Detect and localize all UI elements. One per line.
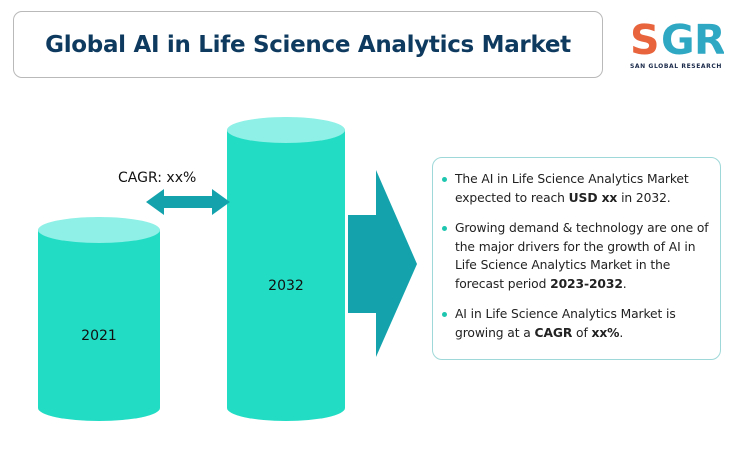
info-text: Growing demand & technology are one of t… <box>455 221 709 291</box>
info-text: The AI in Life Science Analytics Market … <box>455 172 689 205</box>
info-highlight: xx% <box>591 325 620 340</box>
bar-label-2021: 2021 <box>81 328 117 344</box>
info-text: of <box>572 325 592 340</box>
logo-letter-s: S <box>630 16 660 60</box>
info-box: The AI in Life Science Analytics Market … <box>432 157 721 360</box>
info-highlight: USD xx <box>568 190 618 205</box>
bar-2032-top <box>227 117 345 143</box>
logo-letter-r: R <box>694 16 724 60</box>
info-text: . <box>622 276 627 291</box>
bar-2021-top <box>38 217 160 243</box>
bar-2021: 2021 <box>38 217 160 421</box>
info-text: . <box>619 325 624 340</box>
info-point-2: Growing demand & technology are one of t… <box>442 219 710 293</box>
sgr-logo: S G R SAN GLOBAL RESEARCH <box>628 16 724 80</box>
cagr-double-arrow <box>146 189 230 215</box>
bar-2021-base <box>38 395 160 421</box>
info-point-1: The AI in Life Science Analytics Market … <box>442 170 710 207</box>
logo-tagline: SAN GLOBAL RESEARCH <box>629 63 723 70</box>
cagr-label: CAGR: xx% <box>118 170 196 186</box>
info-text: in 2032. <box>617 190 671 205</box>
bar-2032: 2032 <box>227 117 345 421</box>
info-highlight: 2023-2032 <box>550 276 623 291</box>
logo-mark: S G R <box>630 16 724 60</box>
logo-letter-g: G <box>661 16 695 60</box>
page-title: Global AI in Life Science Analytics Mark… <box>45 31 571 58</box>
bar-2032-body <box>227 130 345 408</box>
bar-label-2032: 2032 <box>268 278 304 294</box>
title-box: Global AI in Life Science Analytics Mark… <box>13 11 603 78</box>
forecast-arrow <box>348 170 417 357</box>
info-highlight: CAGR <box>534 325 573 340</box>
info-list: The AI in Life Science Analytics Market … <box>442 170 710 342</box>
bar-2032-base <box>227 395 345 421</box>
bar-2021-body <box>38 230 160 408</box>
info-point-3: AI in Life Science Analytics Market is g… <box>442 305 710 342</box>
info-text: AI in Life Science Analytics Market is g… <box>455 307 676 340</box>
